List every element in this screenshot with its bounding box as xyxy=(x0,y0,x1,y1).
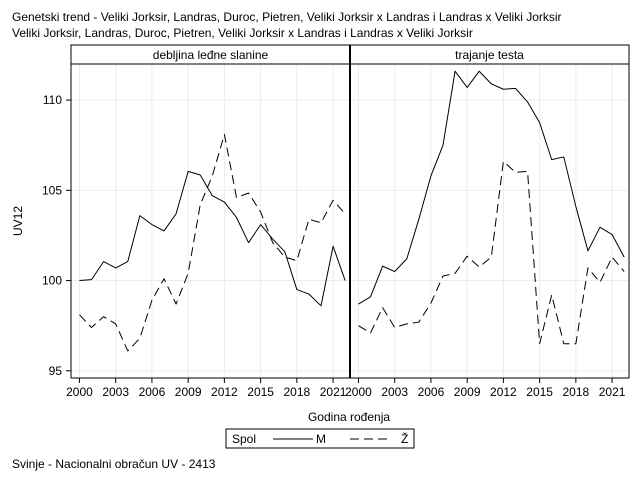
x-tick-label: 2006 xyxy=(139,385,166,399)
panel-left-lines xyxy=(79,133,346,352)
x-tick-label: 2018 xyxy=(284,385,311,399)
panel-right-frame xyxy=(349,63,630,379)
y-tick-label: 110 xyxy=(43,93,62,107)
series-line-z xyxy=(79,133,346,352)
panel-left-grid xyxy=(71,64,350,378)
x-tick-label: 2021 xyxy=(599,385,626,399)
y-tick-label: 100 xyxy=(42,274,62,288)
legend-title: Spol xyxy=(232,432,256,446)
x-tick-label: 2012 xyxy=(211,385,238,399)
series-line-m xyxy=(358,70,625,305)
chart-title-line-2: Veliki Jorksir, Landras, Duroc, Pietren,… xyxy=(12,26,473,40)
x-tick-label: 2009 xyxy=(175,385,202,399)
x-axis-left: 2000 2003 2006 2009 2012 2015 2018 2021 xyxy=(66,378,347,399)
y-tick-label: 95 xyxy=(49,364,63,378)
legend-label-m: M xyxy=(316,432,326,446)
y-axis: 95 100 105 110 xyxy=(42,93,71,378)
x-tick-label: 2003 xyxy=(381,385,408,399)
x-tick-label: 2000 xyxy=(66,385,93,399)
series-line-m xyxy=(79,170,346,307)
x-tick-label: 2018 xyxy=(563,385,590,399)
panel-right-grid xyxy=(350,64,629,378)
x-tick-label: 2003 xyxy=(102,385,129,399)
x-tick-label: 2012 xyxy=(490,385,517,399)
x-axis-label: Godina rođenja xyxy=(308,410,390,424)
panel-left-frame xyxy=(70,63,351,379)
panel-left: debljina leđne slanine xyxy=(70,44,351,379)
x-tick-label: 2006 xyxy=(418,385,445,399)
panel-right-lines xyxy=(358,70,625,345)
x-tick-label: 2009 xyxy=(454,385,481,399)
y-tick-label: 105 xyxy=(42,183,62,197)
panel-right-strip-label: trajanje testa xyxy=(455,48,524,62)
legend-label-z: Ž xyxy=(401,431,408,446)
x-axis-right: 2000 2003 2006 2009 2012 2015 2018 2021 xyxy=(345,378,626,399)
legend: Spol M Ž xyxy=(225,428,415,449)
series-line-z xyxy=(358,160,625,345)
chart-title-line-1: Genetski trend - Veliki Jorksir, Landras… xyxy=(12,10,562,24)
x-tick-label: 2000 xyxy=(345,385,372,399)
x-tick-label: 2015 xyxy=(247,385,274,399)
y-axis-label: UV12 xyxy=(11,206,25,236)
x-tick-label: 2015 xyxy=(526,385,553,399)
legend-box xyxy=(225,428,415,449)
panel-left-strip-label: debljina leđne slanine xyxy=(153,48,269,62)
footnote: Svinje - Nacionalni obračun UV - 2413 xyxy=(12,457,216,471)
panel-right: trajanje testa xyxy=(349,44,630,379)
x-tick-label: 2021 xyxy=(320,385,347,399)
